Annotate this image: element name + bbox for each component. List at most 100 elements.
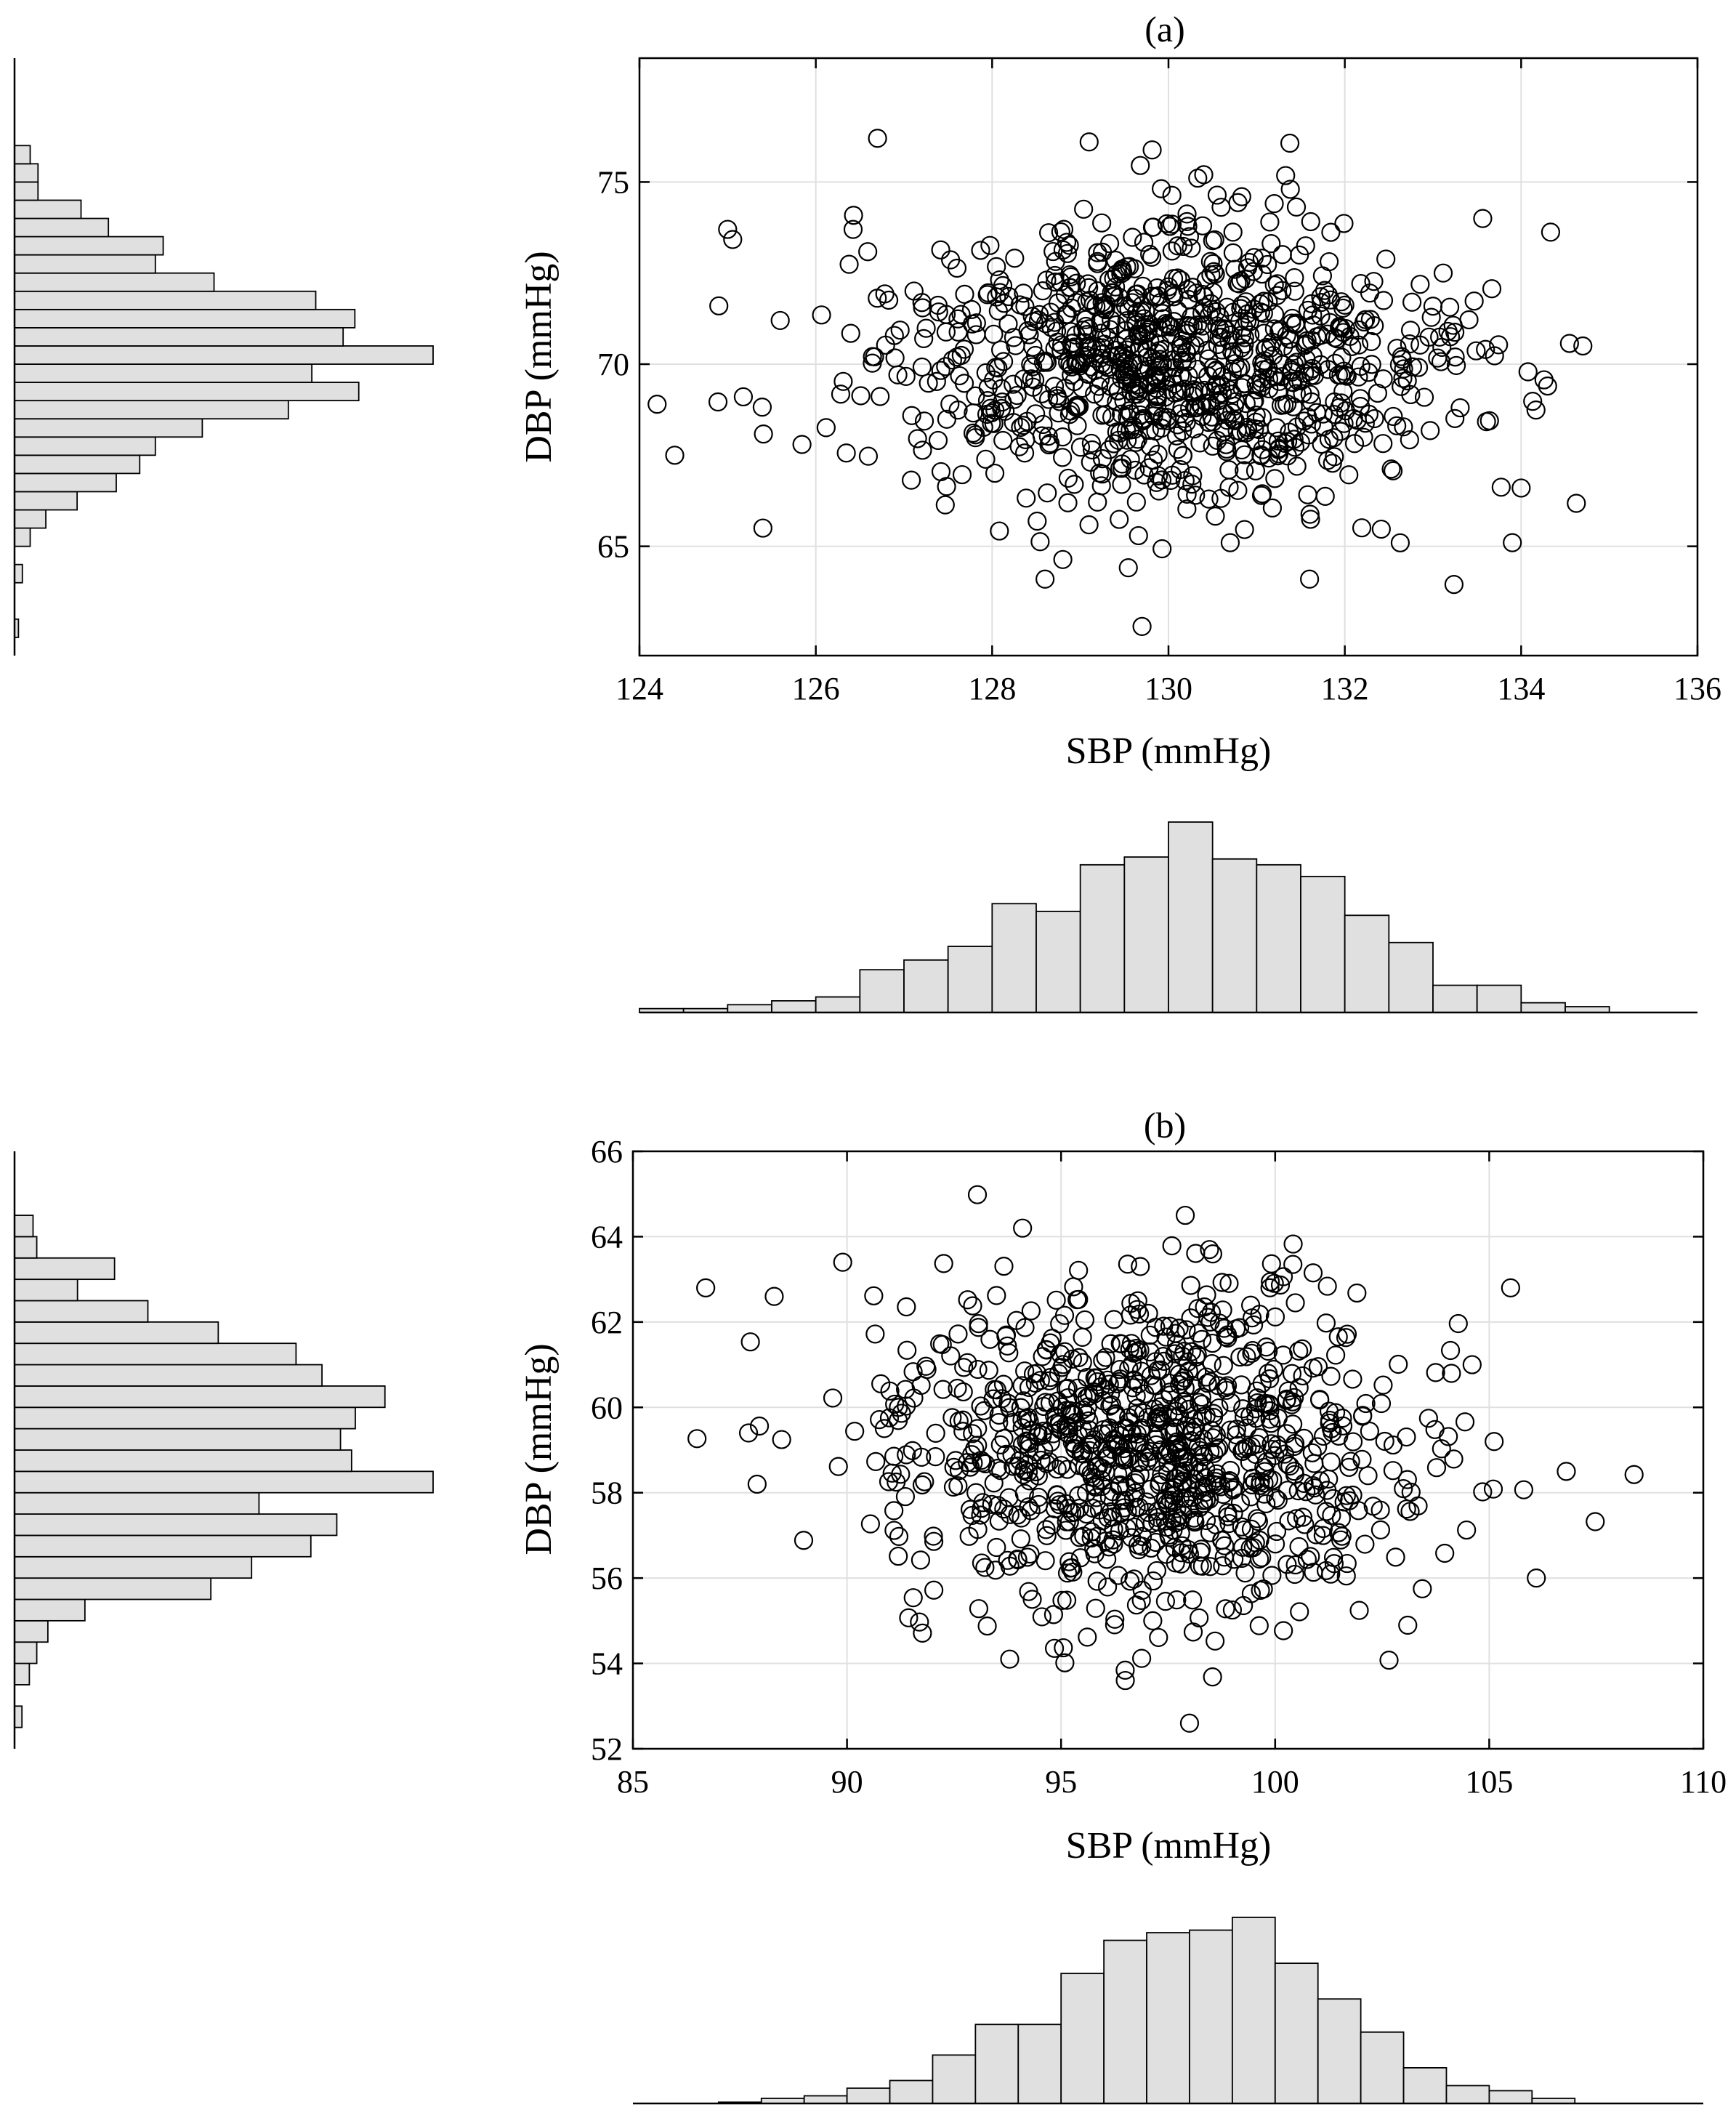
b-scatter-point — [845, 1422, 865, 1441]
a-scatter-point — [1401, 384, 1421, 405]
a-scatter-point — [1104, 434, 1123, 454]
a-scatter-point — [896, 366, 916, 386]
a-scatter-point — [1264, 275, 1284, 295]
a-scatter-point — [1464, 291, 1484, 311]
b-scatter-point — [1158, 1404, 1178, 1424]
b-scatter-point — [1277, 1424, 1296, 1443]
b-scatter-point — [1119, 1358, 1139, 1378]
a-scatter-point — [890, 321, 910, 340]
b-scatter-point — [1265, 1307, 1285, 1326]
b-scatter-point — [1360, 1421, 1379, 1441]
a-scatter-point — [1059, 235, 1079, 255]
b-scatter-point — [1341, 1451, 1360, 1471]
a-scatter-point — [1489, 335, 1509, 355]
a-scatter-point — [1126, 312, 1145, 331]
a-scatter-point — [1176, 321, 1197, 340]
b-x-tick-label: 105 — [1465, 1764, 1513, 1800]
a-scatter-point — [1247, 380, 1267, 400]
b-scatter-point — [1265, 1446, 1285, 1465]
b-scatter-point — [1371, 1393, 1392, 1414]
a-x-hist-bar — [991, 903, 1037, 1013]
b-scatter-point — [1213, 1300, 1232, 1320]
a-scatter-point — [1004, 413, 1023, 432]
a-scatter-point — [1384, 406, 1403, 427]
a-y-hist-bar — [14, 235, 164, 256]
b-scatter-point — [1093, 1350, 1113, 1371]
b-scatter-point — [772, 1430, 791, 1449]
b-scatter-point — [1246, 1444, 1266, 1465]
b-scatter-point — [1343, 1432, 1363, 1451]
b-scatter-point — [1055, 1653, 1075, 1672]
b-scatter-point — [1096, 1348, 1115, 1367]
a-scatter-point — [1296, 236, 1315, 256]
b-scatter-point — [1147, 1376, 1166, 1396]
a-x-tick-label: 136 — [1674, 671, 1721, 706]
b-scatter-point — [1171, 1462, 1191, 1481]
b-x-hist-bar — [1146, 1932, 1190, 2104]
a-scatter-point — [831, 384, 851, 404]
b-scatter-point — [1126, 1386, 1146, 1406]
b-y-tick-label: 66 — [591, 1134, 623, 1169]
b-scatter-point — [1021, 1501, 1041, 1521]
b-y-hist-bar — [14, 1449, 352, 1473]
b-y-hist-bar — [14, 1257, 116, 1281]
b-scatter-point — [1383, 1461, 1403, 1481]
a-scatter-point — [1402, 357, 1423, 377]
b-scatter-point — [1241, 1487, 1261, 1507]
b-scatter-point — [1160, 1316, 1180, 1336]
b-y-hist-bar — [14, 1406, 356, 1430]
b-x-hist-bar — [1189, 1929, 1233, 2104]
b-scatter-point — [1247, 1509, 1267, 1529]
a-scatter-point — [1264, 194, 1284, 214]
b-scatter-point — [966, 1483, 986, 1502]
b-scatter-point — [1282, 1395, 1301, 1414]
b-scatter-point — [1293, 1507, 1313, 1527]
b-scatter-point — [1304, 1454, 1324, 1473]
b-y-hist-bar — [14, 1236, 38, 1259]
a-scatter-point — [863, 353, 882, 373]
b-scatter-point — [1462, 1355, 1482, 1374]
a-scatter-point — [1284, 430, 1304, 449]
b-scatter-point — [1389, 1354, 1408, 1374]
b-scatter-point — [1289, 1341, 1309, 1361]
b-scatter-point — [1375, 1431, 1394, 1451]
a-scatter-point — [1144, 406, 1163, 426]
b-scatter-point — [1140, 1342, 1160, 1362]
b-scatter-point — [1586, 1512, 1605, 1531]
b-scatter-point — [994, 1499, 1014, 1519]
a-scatter-point — [974, 417, 993, 437]
b-scatter-point — [1015, 1361, 1035, 1381]
b-scatter-point — [1355, 1534, 1375, 1554]
a-scatter-point — [1482, 279, 1502, 299]
b-scatter-point — [1227, 1420, 1246, 1439]
b-scatter-point — [1012, 1418, 1032, 1438]
b-scatter-point — [1069, 1289, 1089, 1309]
b-scatter-point — [1321, 1366, 1341, 1386]
a-scatter-point — [770, 310, 790, 331]
b-scatter-point — [885, 1394, 905, 1414]
b-y-tick-label: 64 — [591, 1219, 623, 1255]
b-scatter-point — [1083, 1498, 1102, 1518]
b-scatter-point — [1165, 1435, 1184, 1454]
a-scatter-point — [1265, 367, 1285, 387]
a-scatter-point — [816, 418, 836, 438]
a-scatter-point — [1364, 272, 1384, 291]
b-scatter-point — [1017, 1547, 1038, 1567]
b-scatter-point — [1130, 1465, 1150, 1484]
a-scatter-point — [1400, 430, 1419, 450]
a-scatter-point — [1136, 302, 1155, 321]
a-scatter-point — [1171, 270, 1191, 290]
b-scatter-point — [1230, 1347, 1250, 1367]
a-scatter-point — [1202, 407, 1222, 427]
b-scatter-point — [1448, 1313, 1468, 1334]
b-scatter-point — [1101, 1334, 1121, 1353]
a-scatter-point — [1130, 338, 1150, 358]
a-scatter-point — [1384, 461, 1403, 480]
b-scatter-point — [1011, 1398, 1030, 1417]
a-scatter-point — [1262, 498, 1283, 518]
a-scatter-point — [1235, 445, 1254, 464]
b-scatter-point — [971, 1505, 990, 1525]
a-scatter-point — [1430, 327, 1450, 347]
b-scatter-point — [953, 1382, 973, 1402]
b-scatter-point — [1070, 1528, 1089, 1547]
